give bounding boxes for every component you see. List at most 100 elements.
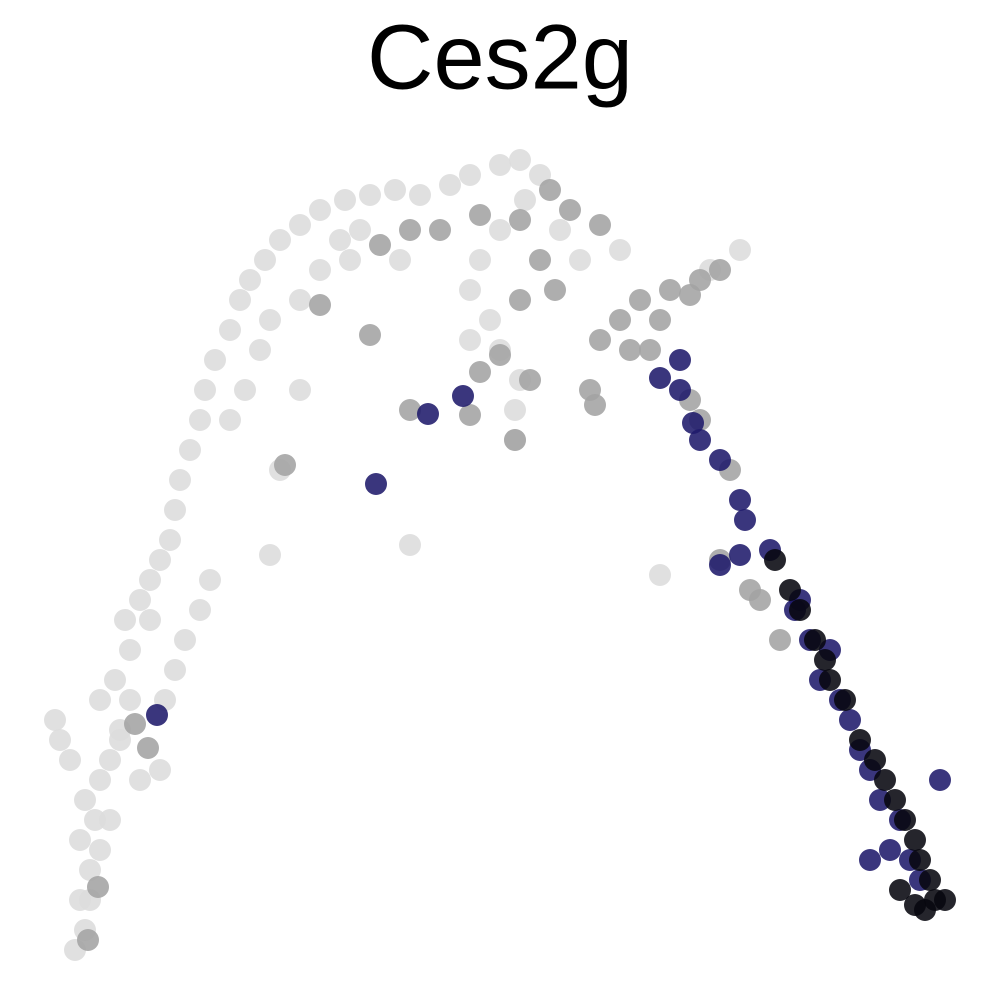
point <box>609 239 631 261</box>
point <box>194 379 216 401</box>
chart-title: Ces2g <box>367 6 633 108</box>
point <box>49 729 71 751</box>
point <box>254 249 276 271</box>
point <box>519 369 541 391</box>
point <box>489 154 511 176</box>
point <box>459 329 481 351</box>
point <box>399 534 421 556</box>
point <box>874 769 896 791</box>
point <box>119 689 141 711</box>
point <box>334 189 356 211</box>
point <box>349 219 371 241</box>
point <box>544 279 566 301</box>
point <box>889 879 911 901</box>
point <box>469 204 491 226</box>
point <box>409 184 431 206</box>
point <box>459 164 481 186</box>
point <box>814 649 836 671</box>
point <box>259 544 281 566</box>
point <box>452 385 474 407</box>
point <box>709 554 731 576</box>
point <box>679 284 701 306</box>
point <box>764 549 786 571</box>
point <box>509 149 531 171</box>
point <box>639 339 661 361</box>
point <box>589 329 611 351</box>
point <box>174 629 196 651</box>
point <box>289 289 311 311</box>
point <box>804 629 826 651</box>
point <box>124 713 146 735</box>
point <box>79 859 101 881</box>
point <box>384 179 406 201</box>
point <box>659 279 681 301</box>
point <box>329 229 351 251</box>
point <box>309 259 331 281</box>
point <box>139 609 161 631</box>
point <box>489 344 511 366</box>
point <box>549 219 571 241</box>
point <box>69 829 91 851</box>
point <box>429 219 451 241</box>
point <box>109 729 131 751</box>
point <box>339 249 361 271</box>
point <box>229 289 251 311</box>
point <box>204 349 226 371</box>
point <box>289 379 311 401</box>
point <box>509 289 531 311</box>
point <box>129 769 151 791</box>
point <box>74 789 96 811</box>
point <box>87 876 109 898</box>
point <box>289 214 311 236</box>
point <box>514 189 536 211</box>
point <box>609 309 631 331</box>
point <box>834 689 856 711</box>
point <box>504 429 526 451</box>
point <box>159 529 181 551</box>
point <box>909 849 931 871</box>
point <box>114 609 136 631</box>
point <box>149 759 171 781</box>
point <box>164 499 186 521</box>
point <box>469 249 491 271</box>
point <box>179 439 201 461</box>
point <box>859 849 881 871</box>
point <box>189 409 211 431</box>
point <box>559 199 581 221</box>
point <box>929 769 951 791</box>
point <box>365 473 387 495</box>
point <box>682 412 704 434</box>
point <box>669 349 691 371</box>
point <box>589 214 611 236</box>
point <box>689 429 711 451</box>
point <box>399 399 421 421</box>
point <box>789 599 811 621</box>
point <box>269 229 291 251</box>
point <box>934 889 956 911</box>
point <box>479 309 501 331</box>
point <box>309 294 331 316</box>
point <box>709 449 731 471</box>
point <box>139 569 161 591</box>
point <box>189 599 211 621</box>
point <box>569 249 591 271</box>
point <box>164 659 186 681</box>
point <box>149 549 171 571</box>
point <box>839 709 861 731</box>
point <box>629 289 651 311</box>
point <box>729 489 751 511</box>
point <box>399 219 421 241</box>
point <box>44 709 66 731</box>
point <box>369 234 391 256</box>
point <box>274 454 296 476</box>
point <box>884 789 906 811</box>
points-layer <box>44 149 956 961</box>
point <box>146 704 168 726</box>
point <box>359 184 381 206</box>
point <box>819 669 841 691</box>
point <box>239 269 261 291</box>
point <box>649 367 671 389</box>
point <box>489 219 511 241</box>
point <box>459 279 481 301</box>
